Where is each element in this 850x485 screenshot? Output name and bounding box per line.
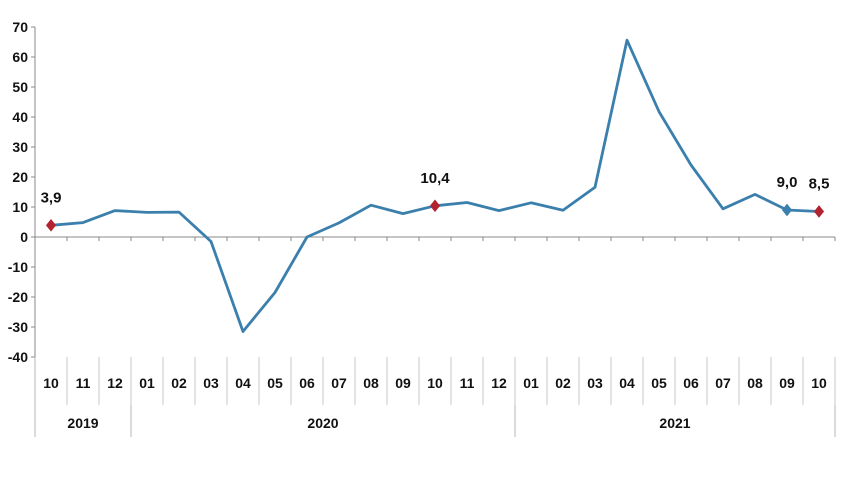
y-tick-label: 50 (12, 79, 28, 95)
x-tick-label: 07 (331, 375, 347, 391)
x-tick-label: 10 (427, 375, 443, 391)
x-tick-label: 05 (651, 375, 667, 391)
x-tick-label: 01 (523, 375, 539, 391)
x-axis: 10 11 12 01 02 03 04 05 06 07 08 09 10 11 12 01 02 03 04 05… (34, 357, 836, 437)
x-tick-label: 11 (76, 375, 91, 391)
y-tick-label: 10 (12, 199, 28, 215)
data-label: 8,5 (809, 176, 830, 193)
data-label: 3,9 (41, 189, 62, 206)
x-tick-label: 10 (811, 375, 827, 391)
x-tick-label: 09 (779, 375, 795, 391)
data-point-marker (781, 203, 793, 217)
y-tick-label: 40 (12, 109, 28, 125)
axes: 70 60 50 40 30 20 10 0 -10 -20 -30 -40 (8, 19, 836, 365)
y-tick-label: 70 (12, 19, 28, 35)
data-label: 10,4 (420, 170, 450, 187)
x-tick-label: 01 (139, 375, 155, 391)
y-tick-label: 0 (20, 229, 28, 245)
x-tick-label: 12 (491, 375, 507, 391)
x-tick-label: 04 (235, 375, 251, 391)
x-tick-label: 06 (299, 375, 315, 391)
x-tick-label: 08 (747, 375, 763, 391)
y-tick-label: -20 (8, 289, 28, 305)
x-tick-label: 02 (171, 375, 187, 391)
data-point-marker (813, 205, 825, 218)
x-tick-label: 09 (395, 375, 411, 391)
x-tick-label: 05 (267, 375, 283, 391)
y-tick-label: -40 (8, 349, 28, 365)
x-tick-label: 11 (460, 375, 475, 391)
x-tick-label: 10 (43, 375, 59, 391)
x-tick-label: 06 (683, 375, 699, 391)
data-point-marker (45, 218, 57, 232)
year-label: 2020 (307, 415, 338, 431)
y-tick-label: -10 (8, 259, 28, 275)
x-tick-label: 12 (107, 375, 123, 391)
data-point-marker (429, 199, 441, 213)
x-tick-label: 04 (619, 375, 635, 391)
year-label: 2019 (67, 415, 98, 431)
year-label: 2021 (659, 415, 690, 431)
x-tick-label: 03 (587, 375, 603, 391)
y-tick-label: 60 (12, 49, 28, 65)
x-tick-label: 07 (715, 375, 731, 391)
highlight-markers: 3,9 10,4 9,0 8,5 (41, 170, 830, 232)
x-tick-label: 02 (555, 375, 571, 391)
x-tick-label: 03 (203, 375, 219, 391)
y-tick-label: 30 (12, 139, 28, 155)
y-tick-label: 20 (12, 169, 28, 185)
x-tick-label: 08 (363, 375, 379, 391)
data-label: 9,0 (777, 174, 798, 191)
y-tick-label: -30 (8, 319, 28, 335)
